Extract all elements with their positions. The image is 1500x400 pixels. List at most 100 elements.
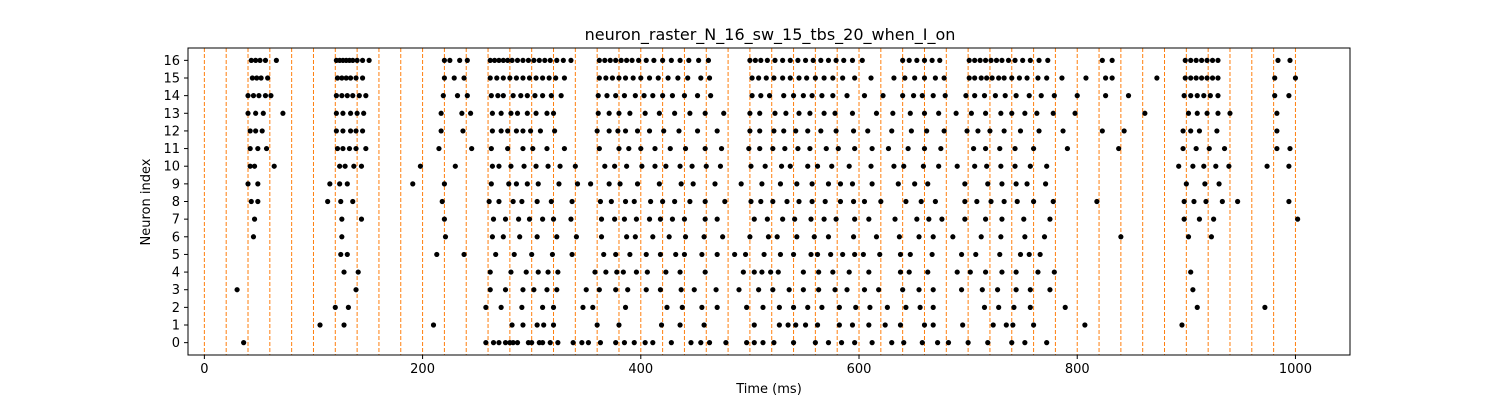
spike-point [513,75,520,81]
spike-point [514,340,521,346]
spike-point [978,75,984,81]
spike-point [832,110,838,116]
spike-point [852,216,858,222]
spike-point [438,128,444,134]
spike-point [930,322,936,328]
spike-point [891,75,897,81]
spike-point [510,340,516,346]
spike-point [808,216,814,222]
spike-point [333,93,339,99]
spike-point [669,216,676,222]
spike-point [996,304,1002,310]
spike-point [1017,251,1024,258]
spike-point [805,128,811,134]
spike-point [868,75,874,81]
spike-point [1099,128,1105,134]
spike-point [554,57,560,63]
spike-point [366,57,372,63]
spike-point [667,145,673,152]
spike-point [978,234,984,240]
spike-point [985,340,991,346]
spike-point [930,93,936,99]
spike-point [889,128,895,134]
spike-point [344,93,350,99]
spike-point [657,287,664,293]
spike-point [982,216,989,222]
spike-point [558,93,564,99]
spike-point [889,340,895,346]
spike-point [900,93,906,99]
spike-point [749,93,755,99]
spike-point [814,322,821,328]
spike-point [1051,93,1057,99]
spike-point [702,198,708,205]
spike-point [696,57,702,63]
spike-point [487,75,493,81]
spike-point [822,198,828,205]
spike-point [245,93,251,99]
spike-point [778,163,785,169]
spike-point [1102,93,1109,99]
spike-point [345,304,351,310]
spike-point [1005,57,1012,63]
spike-point [699,304,705,310]
spike-point [339,93,345,99]
spike-point [1190,163,1196,169]
spike-point [251,216,258,222]
spike-point [850,234,857,240]
spike-point [607,57,613,63]
spike-point [772,57,778,63]
spike-point [520,287,526,293]
spike-point [999,216,1005,222]
spike-point [679,304,685,310]
spike-point [921,57,928,63]
spike-point [988,198,994,205]
spike-point [934,340,941,346]
spike-point [989,75,995,81]
spike-point [869,181,875,187]
spike-point [900,57,906,63]
spike-point [1074,93,1080,99]
spike-point [1009,75,1015,81]
spike-point [825,340,832,346]
spike-point [721,110,727,116]
spike-point [747,110,753,116]
spike-point [258,75,264,81]
spike-point [796,198,802,205]
spike-point [520,57,526,63]
spike-point [687,198,693,205]
spike-point [1034,110,1040,116]
spike-point [810,57,816,63]
spike-point [1176,163,1182,169]
spike-point [630,75,636,81]
spike-point [633,269,640,275]
spike-point [1027,304,1033,310]
spike-point [1287,145,1293,152]
spike-point [1206,145,1212,152]
spike-point [353,145,359,152]
spike-point [903,198,909,205]
spike-point [996,75,1002,81]
spike-point [833,216,839,222]
spike-point [821,75,827,81]
spike-point [751,322,757,328]
spike-point [1191,198,1197,205]
spike-point [629,57,635,63]
spike-point [861,93,868,99]
spike-point [738,181,744,187]
spike-point [1227,110,1233,116]
spike-point [333,110,339,116]
spike-point [930,287,936,293]
spike-point [660,57,666,63]
spike-point [809,198,815,205]
spike-point [1179,322,1185,328]
spike-point [764,216,770,222]
spike-point [999,269,1005,275]
spike-point [1292,75,1299,81]
spike-point [732,251,738,258]
spike-point [280,110,286,116]
spike-point [606,181,612,187]
spike-point [846,269,852,275]
spike-point [897,251,904,258]
spike-point [594,128,600,134]
